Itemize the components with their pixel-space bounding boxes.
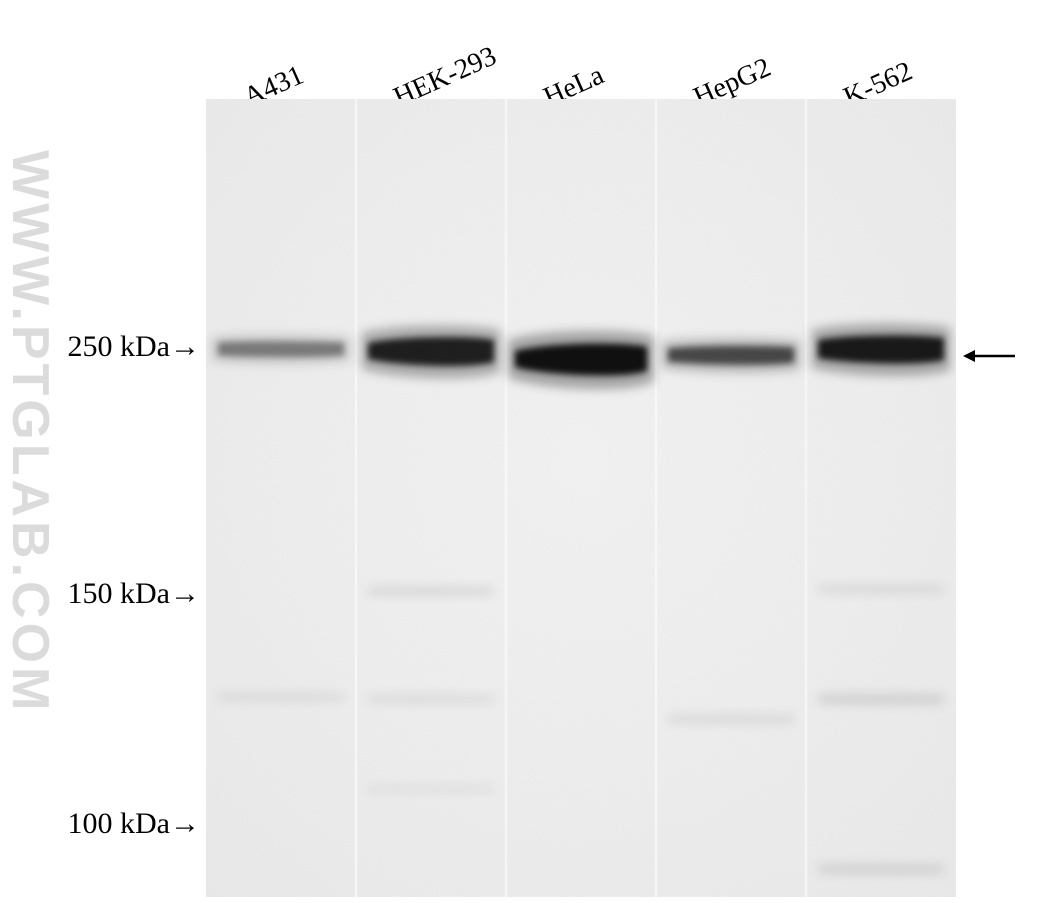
figure-stage: 250 kDa→ 150 kDa→ 100 kDa→ A431 HEK-293 … [0,0,1050,903]
western-blot-image [205,98,957,898]
mw-label-100: 100 kDa→ [40,807,200,841]
mw-label-150: 150 kDa→ [40,577,200,611]
watermark-text: WWW.PTGLAB.COM [0,150,60,714]
target-band-arrow [961,346,1017,366]
mw-label-250: 250 kDa→ [40,330,200,364]
